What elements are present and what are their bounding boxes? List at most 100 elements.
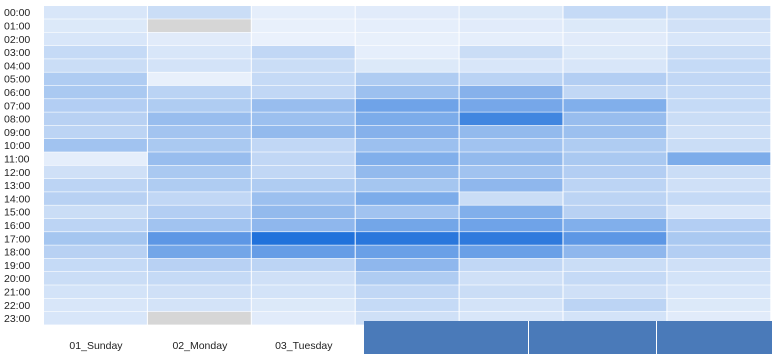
heatmap-cell-r22-c0 xyxy=(44,298,147,312)
heatmap-cell-r21-c3 xyxy=(355,285,459,298)
heatmap-cell-r1-c5 xyxy=(563,19,667,32)
heatmap-cell-r3-c4 xyxy=(459,45,563,59)
heatmap-cell-r6-c0 xyxy=(44,85,147,99)
heatmap-cell-r11-c3 xyxy=(355,152,459,165)
row-label: 09:00 xyxy=(4,127,30,139)
heatmap-cell-r4-c0 xyxy=(44,59,147,72)
heatmap-cell-r5-c3 xyxy=(355,72,459,86)
heatmap-cell-r14-c4 xyxy=(459,192,563,205)
heatmap-cell-r12-c4 xyxy=(459,165,563,179)
row-label: 13:00 xyxy=(4,180,30,192)
row-label: 23:00 xyxy=(4,313,30,325)
heatmap-cell-r10-c0 xyxy=(44,139,147,152)
heatmap-cell-r8-c5 xyxy=(563,112,667,126)
heatmap-cell-r6-c6 xyxy=(667,85,771,99)
heatmap-cell-r7-c6 xyxy=(667,99,771,112)
heatmap-cell-r13-c0 xyxy=(44,178,147,192)
heatmap-cell-r10-c5 xyxy=(563,139,667,152)
heatmap-cell-r22-c4 xyxy=(459,298,563,312)
row-label: 20:00 xyxy=(4,273,30,285)
heatmap-cell-r19-c5 xyxy=(563,258,667,272)
heatmap-cell-r22-c2 xyxy=(251,298,355,312)
column-label: 01_Sunday xyxy=(69,340,123,352)
heatmap-cell-r19-c4 xyxy=(459,258,563,272)
row-label: 21:00 xyxy=(4,286,30,298)
heatmap-cell-r22-c5 xyxy=(563,298,667,312)
heatmap-cell-r20-c6 xyxy=(667,272,771,285)
heatmap-cell-r13-c1 xyxy=(147,178,251,192)
heatmap-cell-r12-c2 xyxy=(251,165,355,179)
heatmap-cell-r2-c3 xyxy=(355,32,459,46)
heatmap-cell-r14-c6 xyxy=(667,192,771,205)
heatmap-cell-r17-c3 xyxy=(355,232,459,245)
heatmap-cell-r23-c1 xyxy=(147,311,251,325)
heatmap-cell-r7-c3 xyxy=(355,99,459,112)
heatmap-cell-r17-c1 xyxy=(147,232,251,245)
heatmap-cell-r15-c2 xyxy=(251,205,355,219)
heatmap-cell-r17-c6 xyxy=(667,232,771,245)
heatmap-cell-r7-c1 xyxy=(147,99,251,112)
row-label: 16:00 xyxy=(4,220,30,232)
heatmap-cell-r6-c1 xyxy=(147,85,251,99)
heatmap-cell-r10-c4 xyxy=(459,139,563,152)
heatmap-cell-r6-c5 xyxy=(563,85,667,99)
heatmap-cell-r17-c5 xyxy=(563,232,667,245)
heatmap-cell-r10-c3 xyxy=(355,139,459,152)
heatmap-cell-r22-c6 xyxy=(667,298,771,312)
row-label: 06:00 xyxy=(4,87,30,99)
heatmap-cell-r16-c4 xyxy=(459,218,563,232)
heatmap-cell-r16-c1 xyxy=(147,218,251,232)
row-label: 05:00 xyxy=(4,74,30,86)
heatmap-cell-r5-c0 xyxy=(44,72,147,86)
row-label: 04:00 xyxy=(4,60,30,72)
heatmap-cell-r14-c0 xyxy=(44,192,147,205)
heatmap-cell-r6-c4 xyxy=(459,85,563,99)
heatmap-cell-r13-c2 xyxy=(251,178,355,192)
heatmap-cell-r7-c5 xyxy=(563,99,667,112)
heatmap-cell-r19-c6 xyxy=(667,258,771,272)
heatmap-cell-r16-c5 xyxy=(563,218,667,232)
heatmap-cell-r20-c1 xyxy=(147,272,251,285)
heatmap-cell-r22-c3 xyxy=(355,298,459,312)
heatmap-cell-r11-c1 xyxy=(147,152,251,165)
heatmap-cell-r9-c3 xyxy=(355,125,459,139)
heatmap-cell-r16-c2 xyxy=(251,218,355,232)
heatmap-cell-r13-c6 xyxy=(667,178,771,192)
heatmap-cell-r7-c4 xyxy=(459,99,563,112)
heatmap-cell-r9-c1 xyxy=(147,125,251,139)
heatmap-cell-r12-c1 xyxy=(147,165,251,179)
heatmap-cell-r9-c0 xyxy=(44,125,147,139)
heatmap-cell-r17-c0 xyxy=(44,232,147,245)
row-label: 22:00 xyxy=(4,300,30,312)
heatmap-cell-r3-c0 xyxy=(44,45,147,59)
heatmap-cell-r5-c1 xyxy=(147,72,251,86)
heatmap-cell-r0-c4 xyxy=(459,6,563,19)
heatmap-cell-r15-c3 xyxy=(355,205,459,219)
heatmap-cell-r9-c2 xyxy=(251,125,355,139)
heatmap-cell-r18-c6 xyxy=(667,245,771,259)
column-label: 03_Tuesday xyxy=(275,340,333,352)
heatmap-cell-r3-c2 xyxy=(251,45,355,59)
heatmap-cell-r21-c1 xyxy=(147,285,251,298)
heatmap-cell-r3-c5 xyxy=(563,45,667,59)
heatmap-cell-r0-c1 xyxy=(147,6,251,19)
heatmap-cell-r11-c0 xyxy=(44,152,147,165)
heatmap-cell-r1-c1 xyxy=(147,19,251,32)
heatmap-cell-r15-c1 xyxy=(147,205,251,219)
heatmap-cell-r12-c0 xyxy=(44,165,147,179)
heatmap-cell-r18-c0 xyxy=(44,245,147,259)
row-label: 19:00 xyxy=(4,260,30,272)
row-label: 12:00 xyxy=(4,167,30,179)
heatmap-cell-r19-c2 xyxy=(251,258,355,272)
heatmap-cell-r11-c5 xyxy=(563,152,667,165)
heatmap-cell-r0-c6 xyxy=(667,6,771,19)
heatmap-cell-r13-c3 xyxy=(355,178,459,192)
heatmap-cell-r17-c4 xyxy=(459,232,563,245)
heatmap-cell-r10-c2 xyxy=(251,139,355,152)
heatmap-cell-r4-c2 xyxy=(251,59,355,72)
heatmap-cell-r4-c5 xyxy=(563,59,667,72)
heatmap-cell-r12-c6 xyxy=(667,165,771,179)
row-label: 07:00 xyxy=(4,100,30,112)
